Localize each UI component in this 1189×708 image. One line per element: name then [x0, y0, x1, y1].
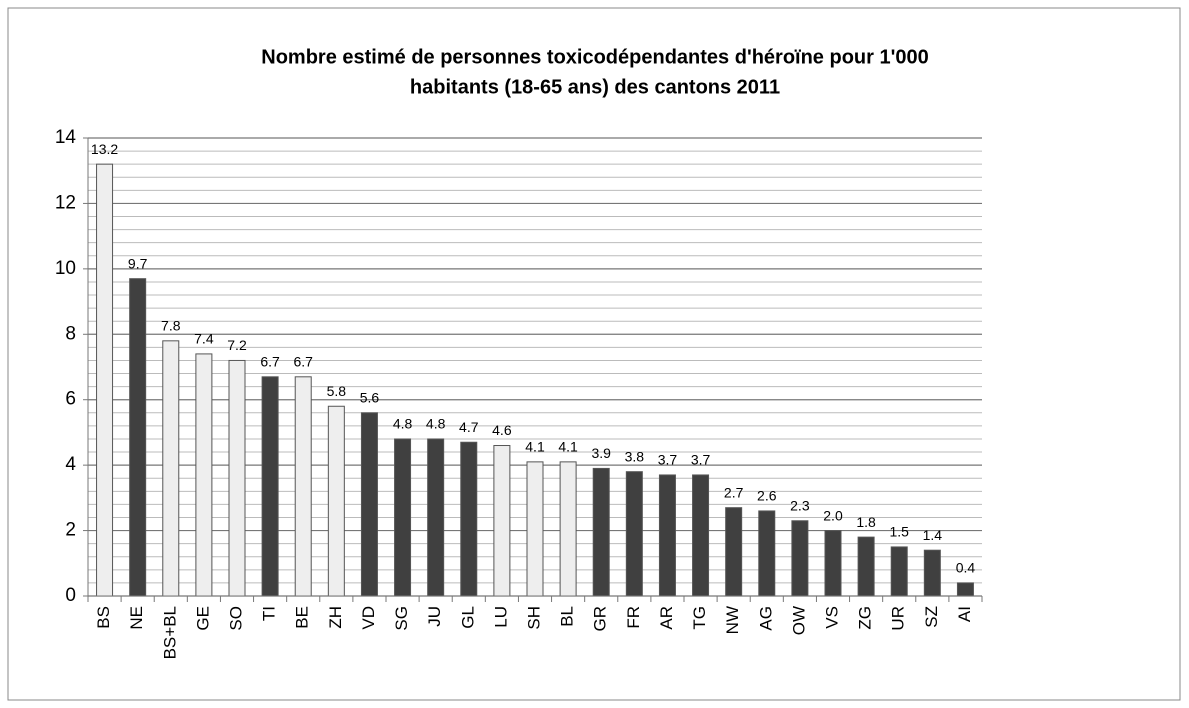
- bar: [460, 441, 478, 597]
- bar: [592, 467, 610, 597]
- x-tick-label: TI: [260, 606, 279, 621]
- bar: [394, 438, 412, 597]
- bar: [956, 582, 974, 597]
- bar: [228, 359, 246, 597]
- x-tick-label: VD: [359, 606, 378, 630]
- value-label: 2.3: [790, 497, 810, 513]
- value-label: 2.7: [724, 484, 744, 500]
- y-tick-label: 12: [55, 192, 76, 213]
- bar: [129, 278, 147, 597]
- value-label: 3.7: [691, 452, 711, 468]
- y-tick-label: 2: [65, 520, 76, 541]
- x-tick-label: AI: [955, 606, 974, 622]
- value-label: 3.9: [591, 445, 611, 461]
- chart-title: Nombre estimé de personnes toxicodépenda…: [261, 46, 928, 68]
- x-tick-label: SG: [392, 606, 411, 631]
- x-tick-label: GL: [458, 606, 477, 629]
- bar: [162, 340, 180, 597]
- x-tick-label: SZ: [922, 606, 941, 628]
- bar: [327, 405, 345, 597]
- y-tick-label: 14: [55, 127, 77, 148]
- y-tick-label: 10: [55, 258, 76, 279]
- bar: [890, 546, 908, 597]
- x-tick-label: NW: [723, 606, 742, 634]
- bar: [923, 549, 941, 597]
- chart-title: habitants (18-65 ans) des cantons 2011: [410, 76, 780, 98]
- value-label: 3.8: [625, 448, 645, 464]
- x-tick-label: BS+BL: [160, 606, 179, 659]
- value-label: 7.2: [227, 337, 247, 353]
- x-tick-label: BE: [293, 606, 312, 629]
- bar: [261, 376, 279, 597]
- bar: [658, 474, 676, 597]
- value-label: 6.7: [293, 354, 313, 370]
- x-tick-label: JU: [425, 606, 444, 627]
- value-label: 6.7: [260, 354, 280, 370]
- bar: [427, 438, 445, 597]
- bar: [96, 163, 114, 597]
- value-label: 4.8: [393, 416, 413, 432]
- x-tick-label: FR: [624, 606, 643, 629]
- x-tick-label: OW: [789, 606, 808, 635]
- bar: [559, 461, 577, 597]
- value-label: 4.6: [492, 422, 512, 438]
- value-label: 1.5: [889, 524, 909, 540]
- bar: [758, 510, 776, 597]
- x-tick-label: BS: [94, 606, 113, 629]
- value-label: 1.8: [856, 514, 876, 530]
- x-tick-label: AG: [756, 606, 775, 631]
- bar: [195, 353, 213, 597]
- x-tick-label: BL: [558, 606, 577, 627]
- value-label: 2.6: [757, 488, 777, 504]
- value-label: 7.8: [161, 318, 181, 334]
- value-label: 5.6: [360, 390, 380, 406]
- bar: [824, 530, 842, 597]
- value-label: 5.8: [327, 383, 347, 399]
- bar: [725, 507, 743, 597]
- y-tick-label: 4: [65, 454, 76, 475]
- x-tick-label: SO: [226, 606, 245, 631]
- bar: [294, 376, 312, 597]
- value-label: 13.2: [91, 141, 118, 157]
- value-label: 2.0: [823, 507, 843, 523]
- y-tick-label: 0: [65, 585, 76, 606]
- bar: [625, 471, 643, 597]
- bar: [526, 461, 544, 597]
- y-tick-label: 8: [65, 323, 76, 344]
- value-label: 0.4: [956, 560, 976, 576]
- x-tick-label: GE: [193, 606, 212, 631]
- value-label: 4.1: [558, 439, 578, 455]
- bar: [692, 474, 710, 597]
- value-label: 9.7: [128, 255, 148, 271]
- value-label: 4.1: [525, 439, 545, 455]
- bar: [493, 445, 511, 597]
- x-tick-label: TG: [690, 606, 709, 630]
- value-label: 3.7: [658, 452, 678, 468]
- value-label: 4.8: [426, 416, 446, 432]
- value-label: 7.4: [194, 331, 214, 347]
- value-label: 1.4: [923, 527, 943, 543]
- x-tick-label: NE: [127, 606, 146, 630]
- x-tick-label: LU: [491, 606, 510, 628]
- value-label: 4.7: [459, 419, 479, 435]
- x-tick-label: ZG: [856, 606, 875, 630]
- y-tick-label: 6: [65, 389, 76, 410]
- x-tick-label: SH: [524, 606, 543, 630]
- bar: [857, 536, 875, 597]
- x-tick-label: UR: [889, 606, 908, 631]
- x-tick-label: AR: [657, 606, 676, 630]
- bar: [791, 520, 809, 597]
- x-tick-label: GR: [591, 606, 610, 632]
- bar: [360, 412, 378, 597]
- x-tick-label: VS: [822, 606, 841, 629]
- x-tick-label: ZH: [326, 606, 345, 629]
